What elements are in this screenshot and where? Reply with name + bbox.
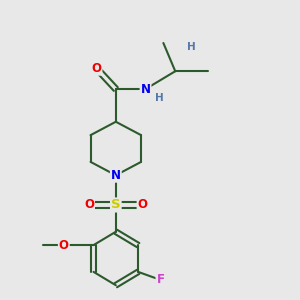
Text: H: H xyxy=(187,43,196,52)
Text: N: N xyxy=(111,169,121,182)
Text: O: O xyxy=(138,199,148,212)
Text: O: O xyxy=(59,238,69,252)
Text: O: O xyxy=(84,199,94,212)
Text: S: S xyxy=(111,199,121,212)
Text: O: O xyxy=(92,62,101,75)
Text: F: F xyxy=(156,273,164,286)
Text: H: H xyxy=(154,93,163,103)
Text: N: N xyxy=(140,82,151,96)
